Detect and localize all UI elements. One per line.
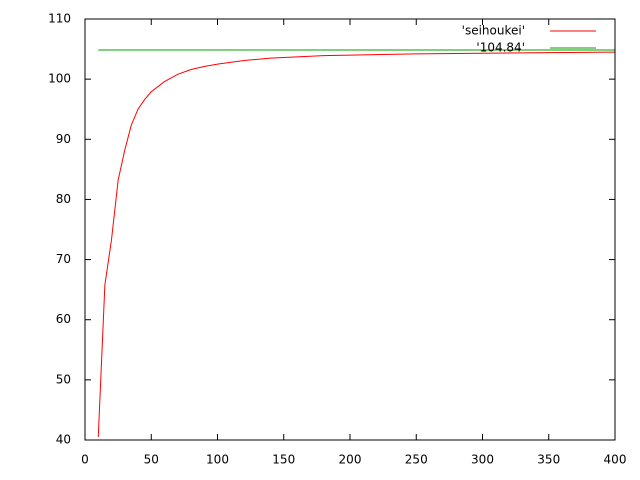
y-tick-label: 80	[56, 192, 71, 206]
y-tick-label: 100	[48, 72, 71, 86]
y-tick-label: 60	[56, 312, 71, 326]
line	[97, 51, 616, 438]
y-tick-label: 40	[56, 433, 71, 447]
x-tick-label: 350	[537, 453, 560, 467]
x-tick-label: 250	[405, 453, 428, 467]
legend-label: 'seihoukei'	[462, 24, 525, 38]
x-tick-label: 0	[81, 453, 89, 467]
y-tick-label: 110	[48, 12, 71, 26]
x-tick-label: 150	[272, 453, 295, 467]
y-tick-label: 50	[56, 372, 71, 386]
x-tick-label: 400	[604, 453, 627, 467]
y-tick-label: 70	[56, 252, 71, 266]
x-tick-label: 50	[144, 453, 159, 467]
legend-label: '104.84'	[476, 41, 525, 55]
y-tick-label: 90	[56, 132, 71, 146]
plot-border	[84, 18, 616, 441]
x-tick-label: 200	[339, 453, 362, 467]
x-tick-label: 100	[206, 453, 229, 467]
x-tick-label: 300	[471, 453, 494, 467]
